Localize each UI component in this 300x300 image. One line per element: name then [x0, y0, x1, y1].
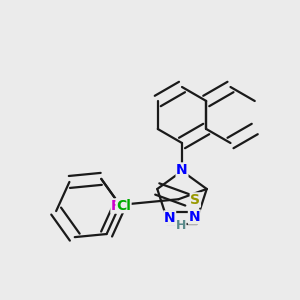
Text: H: H: [176, 218, 186, 232]
Text: N: N: [188, 210, 200, 224]
Text: S: S: [190, 193, 200, 207]
Text: F: F: [111, 199, 121, 213]
Text: N: N: [176, 163, 188, 177]
Text: Cl: Cl: [116, 199, 131, 213]
Text: N: N: [164, 211, 176, 225]
